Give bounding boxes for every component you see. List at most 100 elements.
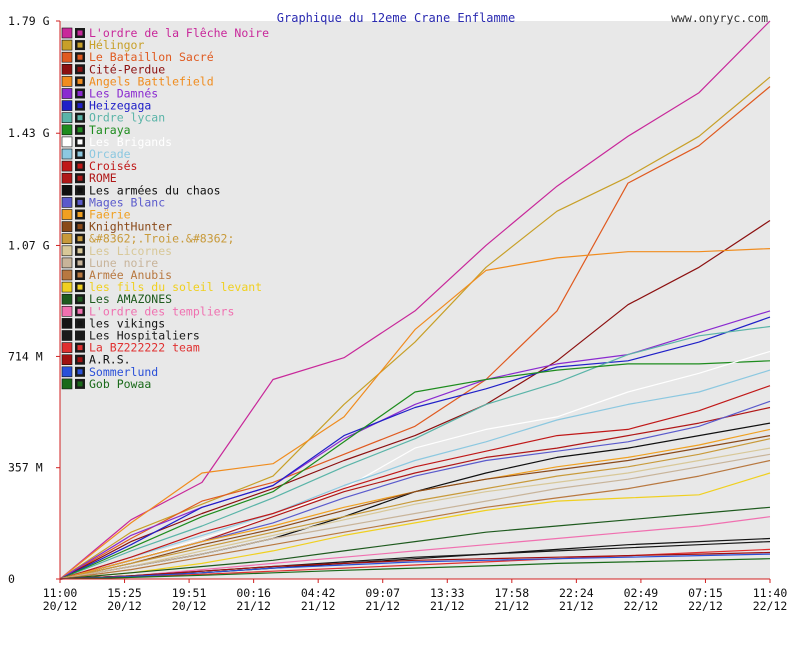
x-tick-label-date: 22/12 [753, 599, 788, 613]
x-tick-label-time: 02:49 [624, 586, 659, 600]
circle-icon [75, 136, 85, 147]
legend-label: Les Licornes [89, 244, 172, 258]
series-line [59, 516, 771, 580]
legend-swatch [61, 366, 73, 378]
legend-label: Sommerlund [89, 365, 158, 379]
series-line [59, 219, 771, 580]
legend-swatch [61, 354, 73, 366]
x-tick-label-time: 04:42 [301, 586, 336, 600]
x-tick-label-date: 20/12 [172, 599, 207, 613]
legend-label: La BZ222222 team [89, 341, 200, 355]
x-tick-label-date: 22/12 [688, 599, 723, 613]
legend-swatch [61, 209, 73, 220]
helmet-icon [75, 221, 85, 232]
legend-item: Angels Battlefield [61, 74, 214, 88]
series-line [59, 506, 771, 580]
legend-label: Ordre lycan [89, 111, 165, 125]
y-tick-label: 1.07 G [8, 238, 50, 252]
y-tick-label: 1.79 G [8, 14, 50, 28]
legend-label: Le Bataillon Sacré [89, 50, 214, 64]
bee-icon [75, 342, 85, 353]
legend-swatch [61, 330, 73, 341]
legend-swatch [61, 378, 73, 390]
legend-label: &#8362;.Troie.&#8362; [89, 232, 234, 246]
legend-label: Cité-Perdue [89, 62, 165, 76]
legend-item: les fils du soleil levant [61, 280, 262, 294]
horse-icon [75, 233, 85, 244]
legend-item: KnightHunter [61, 220, 172, 234]
x-tick-label-time: 11:40 [753, 586, 788, 600]
cross-icon [75, 40, 85, 51]
legend-label: les fils du soleil levant [89, 280, 262, 294]
legend-swatch [61, 27, 73, 39]
legend-swatch [61, 88, 73, 99]
x-tick-label-date: 21/12 [430, 599, 465, 613]
gate-icon [75, 149, 85, 159]
legend-swatch [61, 112, 73, 123]
series-line [59, 86, 771, 580]
series-line [59, 472, 771, 580]
x-tick-label-time: 17:58 [495, 586, 530, 600]
legend-item: La BZ222222 team [61, 341, 200, 355]
series-line [59, 459, 771, 580]
legend-label: Taraya [89, 123, 131, 137]
series-lines [59, 20, 771, 580]
legend-label: Lune noire [89, 256, 158, 270]
legend-label: Gob Powaa [89, 377, 151, 391]
legend-label: ROME [89, 171, 117, 185]
legend-item: Taraya [61, 123, 131, 137]
x-tick-label-date: 20/12 [43, 599, 78, 613]
legend-item: L'ordre de la Flêche Noire [61, 26, 269, 40]
tree-icon [75, 124, 85, 135]
r-icon [75, 173, 85, 184]
bow-icon [75, 294, 85, 305]
series-line [59, 385, 771, 580]
legend-label: Armée Anubis [89, 268, 172, 282]
legend-item: Armée Anubis [61, 268, 172, 282]
legend-swatch [61, 172, 73, 184]
x-tick-label-date: 21/12 [559, 599, 594, 613]
legend-item: Gob Powaa [61, 377, 151, 391]
unicorn-icon [75, 245, 85, 256]
arrow-icon [75, 28, 85, 38]
legend-item: Le Bataillon Sacré [61, 50, 214, 64]
legend-label: Angels Battlefield [89, 74, 214, 88]
legend-item: L'ordre des templiers [61, 304, 234, 318]
v-icon [75, 64, 85, 75]
series-line [59, 447, 771, 580]
legend-label: Orcade [89, 147, 131, 161]
legend-item: Les armées du chaos [61, 183, 221, 197]
x-tick-label-time: 11:00 [43, 586, 78, 600]
hospitaller-cross-icon [75, 330, 85, 341]
legend-swatch [61, 245, 73, 257]
legend-label: L'ordre des templiers [89, 304, 234, 318]
series-line [59, 558, 771, 580]
h-icon [75, 100, 85, 111]
legend-item: Mages Blanc [61, 195, 165, 209]
x-tick-label-date: 21/12 [365, 599, 400, 613]
series-line [59, 435, 771, 580]
x-tick-label-time: 00:16 [236, 586, 271, 600]
legend-swatch [61, 257, 73, 269]
legend-swatch [61, 51, 73, 63]
series-line [59, 553, 771, 580]
legend-label: Les Brigands [89, 135, 172, 149]
x-tick-label-date: 20/12 [107, 599, 142, 613]
legend-swatch [61, 64, 73, 75]
legend-swatch [61, 39, 73, 51]
legend-item: ROME [61, 171, 117, 185]
moon-icon [75, 257, 85, 268]
goblin-icon [75, 378, 85, 389]
legend-label: Les Damnés [89, 87, 158, 101]
y-tick-label: 0 [8, 572, 15, 586]
legend-label: Les Hospitaliers [89, 329, 200, 343]
legend-label: KnightHunter [89, 220, 172, 234]
cross-icon [75, 161, 85, 172]
chaos-icon [75, 185, 85, 196]
legend-item: Les Hospitaliers [61, 329, 200, 343]
legend-swatch [61, 197, 73, 208]
legend-item: Lune noire [61, 256, 158, 270]
x-tick-label-date: 21/12 [236, 599, 271, 613]
